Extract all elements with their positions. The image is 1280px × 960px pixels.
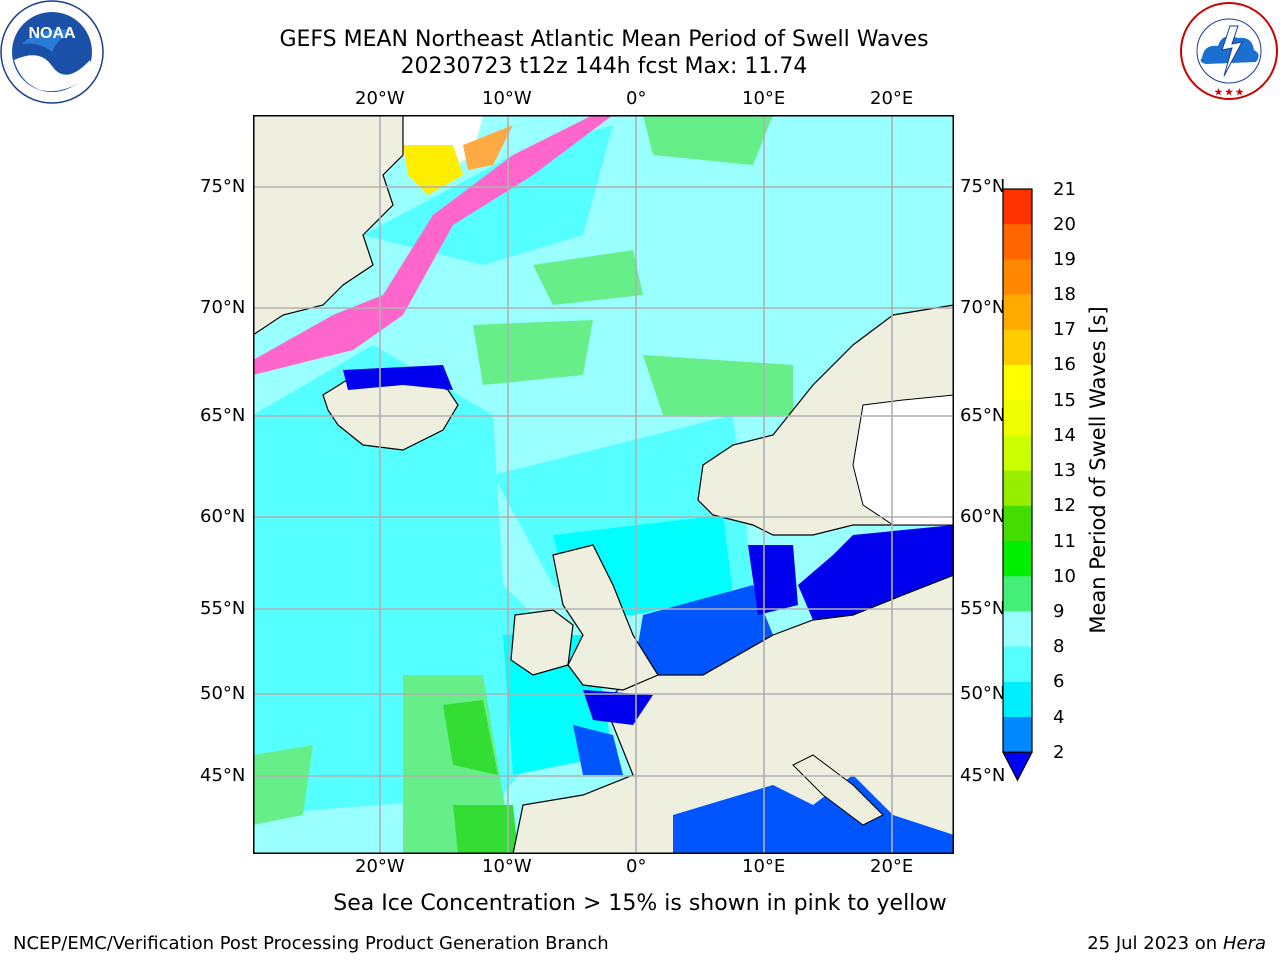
- swell-zone-9-10: [643, 115, 773, 165]
- lat-tick-left: 55°N: [200, 598, 246, 619]
- colorbar-tick: 4: [1053, 707, 1065, 728]
- colorbar-tick: 10: [1053, 566, 1076, 587]
- colorbar-segment: [1003, 541, 1032, 577]
- swell-zone-9-10: [533, 250, 643, 305]
- colorbar-segment: [1003, 576, 1032, 612]
- svg-text:NOAA: NOAA: [28, 25, 76, 42]
- colorbar-tick: 18: [1053, 284, 1076, 305]
- map-panel: [253, 115, 954, 854]
- land-finland-gap: [852, 394, 954, 526]
- lat-tick-left: 45°N: [200, 765, 246, 786]
- lon-tick-bottom: 20°W: [355, 856, 405, 877]
- land-great-britain: [552, 544, 659, 691]
- lat-tick-right: 55°N: [960, 598, 1006, 619]
- footer-machine: Hera: [1222, 933, 1266, 954]
- land-greenland: [253, 115, 404, 336]
- chart-subtitle: 20230723 t12z 144h fcst Max: 11.74: [400, 54, 808, 79]
- colorbar-segment: [1003, 400, 1032, 436]
- colorbar-tick: 20: [1053, 214, 1076, 235]
- colorbar-label: Mean Period of Swell Waves [s]: [1086, 306, 1110, 634]
- colorbar-frame: [1002, 188, 1033, 753]
- colorbar-tick: 15: [1053, 390, 1076, 411]
- map-frame: [253, 115, 954, 854]
- lat-tick-left: 65°N: [200, 405, 246, 426]
- colorbar-segment: [1003, 470, 1032, 507]
- lat-tick-right: 60°N: [960, 506, 1006, 527]
- colorbar-tick: 6: [1053, 671, 1065, 692]
- colorbar-segment: [1003, 646, 1032, 683]
- colorbar-segment: [1003, 435, 1032, 472]
- colorbar-segment: [1003, 365, 1032, 401]
- colorbar-tick: 17: [1053, 319, 1076, 340]
- colorbar-tick: 13: [1053, 460, 1076, 481]
- swell-zone-9-10: [643, 355, 793, 415]
- sea-skagerrak: [748, 545, 798, 615]
- colorbar-segment: [1003, 224, 1032, 260]
- colorbar-tick: 12: [1053, 495, 1076, 516]
- lat-tick-right: 70°N: [960, 297, 1006, 318]
- lat-tick-left: 70°N: [200, 297, 246, 318]
- sea-ice-band: [253, 115, 613, 375]
- nws-logo: ★ ★ ★: [1178, 0, 1280, 102]
- lat-tick-right: 50°N: [960, 683, 1006, 704]
- noaa-logo: NOAA: [0, 0, 104, 104]
- colorbar-segment: [1003, 717, 1032, 753]
- graticule: [253, 115, 954, 854]
- lon-tick-top: 20°W: [355, 88, 405, 109]
- lon-tick-top: 10°W: [482, 88, 532, 109]
- lon-tick-top: 0°: [626, 88, 647, 109]
- sea-biscay: [573, 725, 623, 775]
- lon-tick-bottom: 0°: [626, 856, 647, 877]
- colorbar-tick: 2: [1053, 742, 1065, 763]
- sea-ice-yellow: [403, 145, 463, 195]
- colorbar-segment: [1003, 681, 1032, 718]
- sea-mediterranean: [673, 775, 954, 854]
- footer-date-text: 25 Jul 2023 on: [1087, 933, 1223, 954]
- swell-zone-2: [343, 365, 453, 390]
- swell-period-map: [253, 115, 954, 854]
- colorbar-tick: 19: [1053, 249, 1076, 270]
- lat-tick-left: 60°N: [200, 506, 246, 527]
- sea-north: [633, 585, 773, 695]
- colorbar-segment: [1003, 611, 1032, 648]
- lat-tick-right: 75°N: [960, 176, 1006, 197]
- svg-text:★ ★ ★: ★ ★ ★: [1214, 87, 1244, 97]
- swell-zone-10-11: [443, 700, 498, 775]
- colorbar-segment: [1003, 329, 1032, 366]
- land-italy: [792, 754, 884, 826]
- colorbar: [1002, 188, 1033, 782]
- lon-tick-bottom: 20°E: [870, 856, 914, 877]
- colorbar-segment: [1003, 505, 1032, 542]
- swell-zone-9-10: [253, 745, 313, 825]
- lat-tick-left: 50°N: [200, 683, 246, 704]
- colorbar-tick: 14: [1053, 425, 1076, 446]
- lon-tick-top: 10°E: [742, 88, 786, 109]
- sea-ice-orange: [463, 125, 513, 170]
- land-ireland: [510, 609, 574, 676]
- colorbar-tick: 16: [1053, 354, 1076, 375]
- colorbar-tick: 11: [1053, 531, 1076, 552]
- swell-zone-9-10: [473, 320, 593, 385]
- colorbar-segment: [1003, 189, 1032, 225]
- swell-zone-6-8: [253, 475, 363, 585]
- colorbar-extend-arrow: [1002, 751, 1033, 782]
- lat-tick-left: 75°N: [200, 176, 246, 197]
- lon-tick-top: 20°E: [870, 88, 914, 109]
- colorbar-tick: 8: [1053, 636, 1065, 657]
- chart-title: GEFS MEAN Northeast Atlantic Mean Period…: [279, 27, 929, 52]
- colorbar-segment: [1003, 294, 1032, 331]
- lon-tick-bottom: 10°E: [742, 856, 786, 877]
- footer-credit: NCEP/EMC/Verification Post Processing Pr…: [13, 933, 609, 954]
- swell-zone-10-11: [453, 805, 518, 854]
- sea-baltic: [798, 525, 954, 620]
- lat-tick-right: 65°N: [960, 405, 1006, 426]
- colorbar-tick: 9: [1053, 601, 1065, 622]
- footer-date: 25 Jul 2023 on Hera: [1087, 933, 1266, 954]
- sea-ice-note: Sea Ice Concentration > 15% is shown in …: [333, 891, 947, 916]
- lon-tick-bottom: 10°W: [482, 856, 532, 877]
- colorbar-tick: 21: [1053, 179, 1076, 200]
- colorbar-segment: [1003, 259, 1032, 296]
- lat-tick-right: 45°N: [960, 765, 1006, 786]
